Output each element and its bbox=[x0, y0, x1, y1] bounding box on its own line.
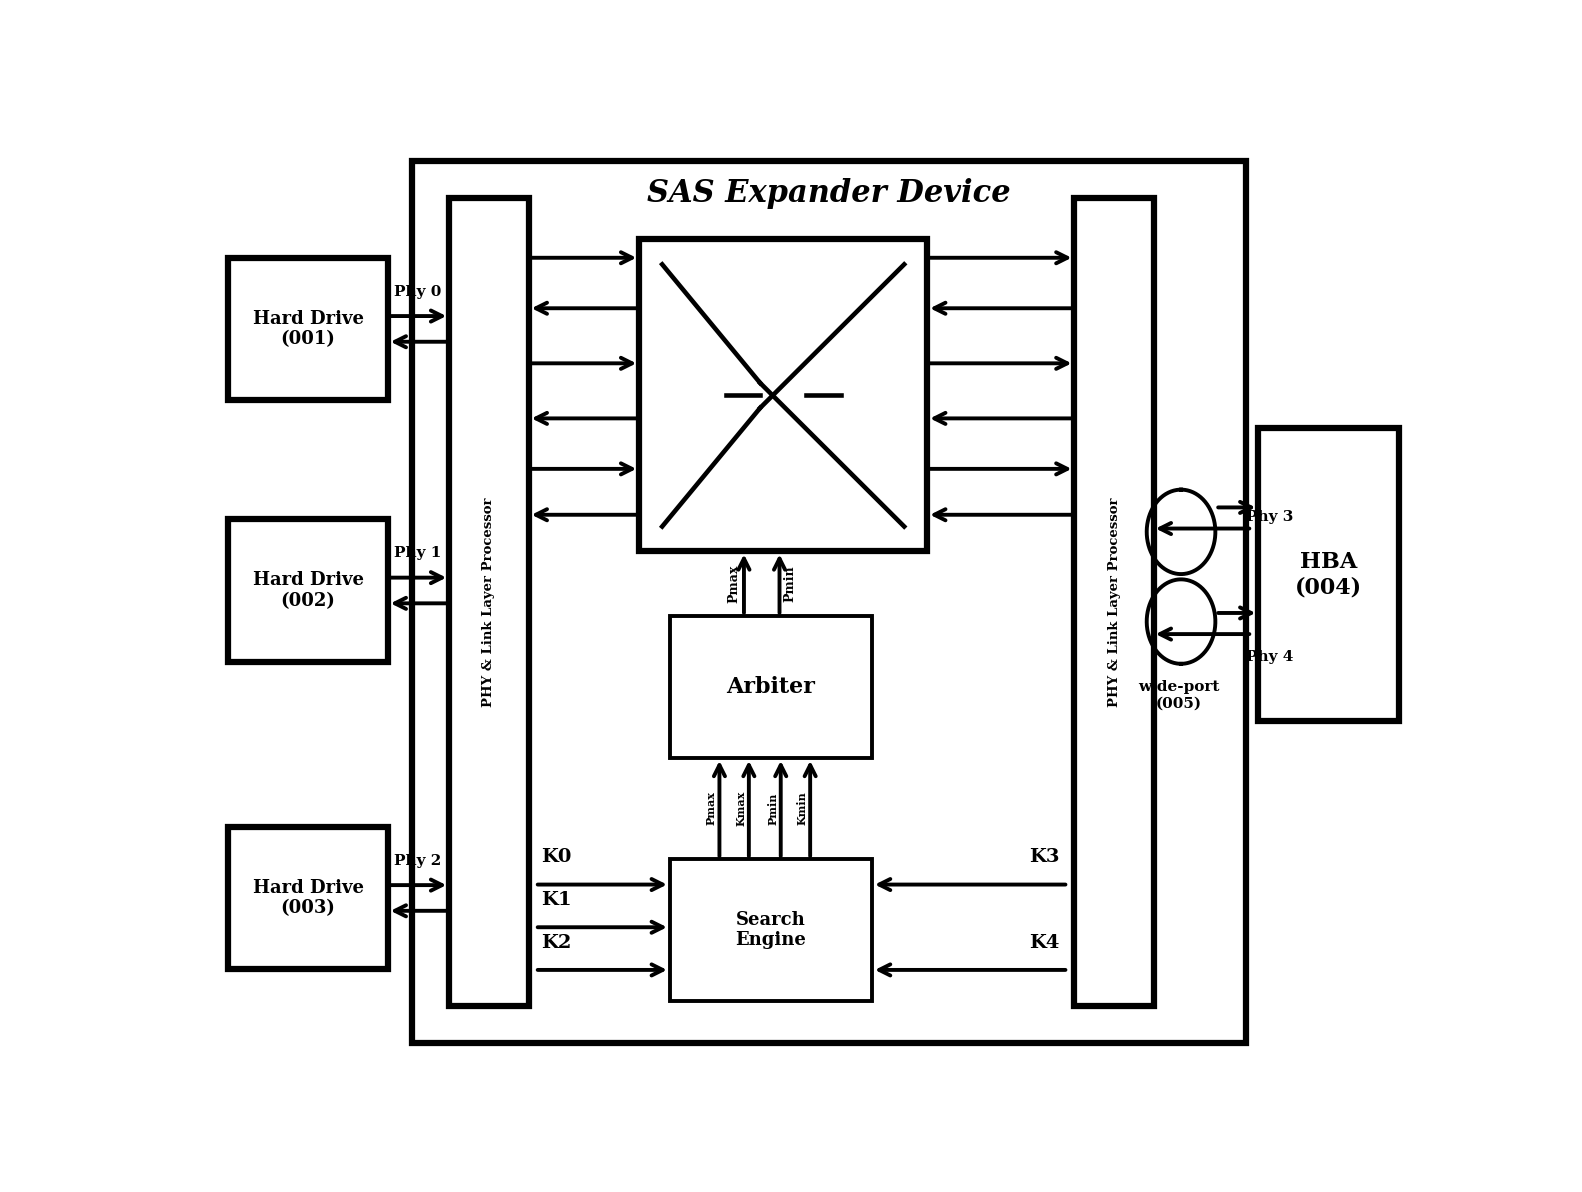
Text: HBA
(004): HBA (004) bbox=[1296, 551, 1362, 598]
Text: PHY & Link Layer Processor: PHY & Link Layer Processor bbox=[1107, 497, 1120, 707]
Text: Phy 0: Phy 0 bbox=[394, 285, 441, 299]
Bar bbox=[669, 859, 872, 1001]
Text: Hard Drive
(003): Hard Drive (003) bbox=[253, 879, 364, 918]
Text: Phy 1: Phy 1 bbox=[394, 546, 441, 560]
Text: Kmax: Kmax bbox=[736, 790, 747, 826]
Text: Pmax: Pmax bbox=[728, 565, 740, 603]
Text: Hard Drive
(002): Hard Drive (002) bbox=[253, 571, 364, 610]
Text: Arbiter: Arbiter bbox=[726, 676, 815, 697]
Bar bbox=[449, 198, 528, 1006]
Bar bbox=[228, 520, 388, 662]
Text: K1: K1 bbox=[541, 890, 571, 908]
Text: Phy 3: Phy 3 bbox=[1247, 510, 1294, 523]
Bar bbox=[669, 616, 872, 758]
Text: SAS Expander Device: SAS Expander Device bbox=[647, 178, 1011, 209]
Text: K3: K3 bbox=[1030, 849, 1060, 867]
Text: K4: K4 bbox=[1030, 933, 1060, 951]
Bar bbox=[639, 240, 927, 552]
Text: Hard Drive
(001): Hard Drive (001) bbox=[253, 310, 364, 348]
Bar bbox=[228, 827, 388, 969]
Text: Pmin: Pmin bbox=[783, 565, 796, 602]
Text: Phy 2: Phy 2 bbox=[394, 853, 441, 868]
Text: Search
Engine: Search Engine bbox=[736, 911, 807, 950]
Text: Kmin: Kmin bbox=[797, 791, 808, 825]
Text: K0: K0 bbox=[541, 849, 571, 867]
Bar bbox=[1258, 428, 1400, 721]
Bar bbox=[228, 257, 388, 401]
Bar bbox=[1074, 198, 1155, 1006]
Text: Pmin: Pmin bbox=[767, 793, 778, 825]
Bar bbox=[413, 161, 1247, 1043]
Text: Pmax: Pmax bbox=[706, 791, 717, 825]
Text: Phy 4: Phy 4 bbox=[1247, 650, 1294, 664]
Text: K2: K2 bbox=[541, 933, 571, 951]
Text: wide-port
(005): wide-port (005) bbox=[1137, 679, 1220, 710]
Text: PHY & Link Layer Processor: PHY & Link Layer Processor bbox=[483, 497, 495, 707]
